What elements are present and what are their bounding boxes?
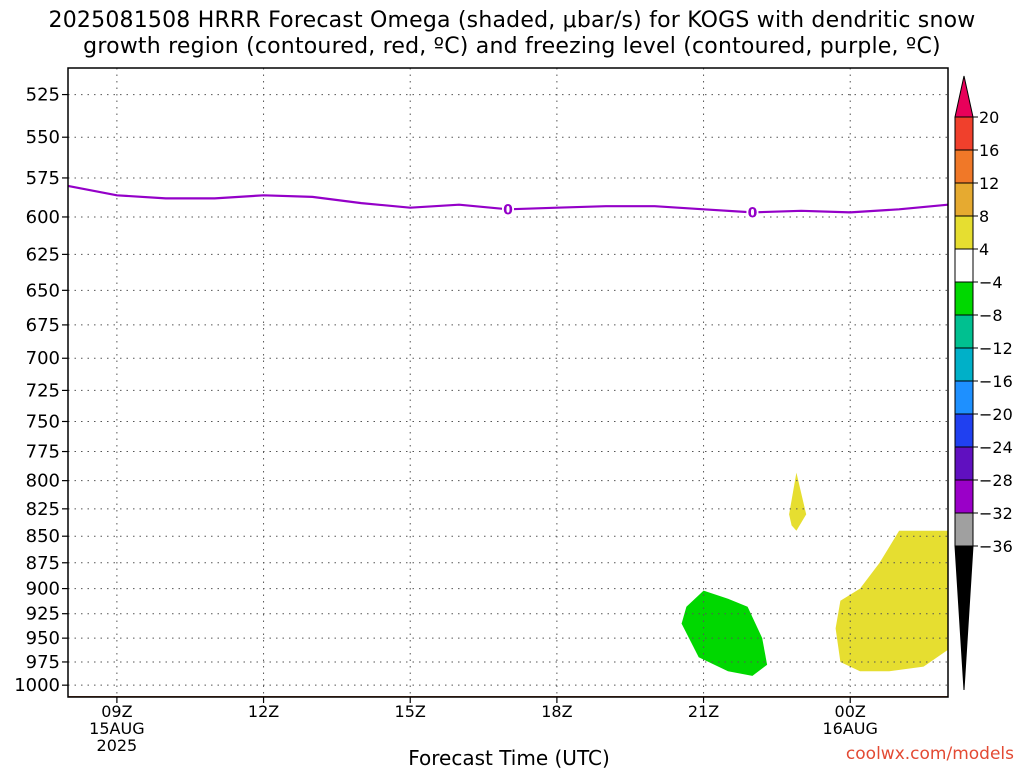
- colorbar-label-5: −4: [979, 273, 1003, 292]
- colorbar-segment-11: [954, 479, 974, 514]
- y-tick-label-700: 700: [26, 348, 60, 369]
- freezing-level-label-0: 0: [503, 202, 513, 218]
- colorbar-segment-7: [954, 347, 974, 382]
- freezing-level-label-1: 0: [748, 205, 758, 221]
- colorbar-label-0: 20: [979, 108, 999, 127]
- freezing-label-bg-0: [502, 201, 514, 218]
- chart-title-line-1: 2025081508 HRRR Forecast Omega (shaded, …: [48, 8, 976, 33]
- colorbar-legend: 20 16 12 8 4 −4 −8 −12 −16 −20 −24 −28 −32 −36: [954, 75, 1013, 691]
- colorbar-segment-0: [954, 116, 974, 151]
- y-tick-label-850: 850: [26, 526, 60, 547]
- y-tick-label-825: 825: [26, 499, 60, 520]
- y-tick-label-675: 675: [26, 315, 60, 336]
- colorbar-label-10: −24: [979, 438, 1013, 457]
- colorbar-segment-1: [954, 149, 974, 184]
- omega-shaded-region-1: [681, 590, 768, 676]
- y-tick-label-725: 725: [26, 380, 60, 401]
- colorbar-segment-12: [954, 512, 974, 547]
- colorbar-segment-5: [954, 281, 974, 316]
- y-tick-label-750: 750: [26, 411, 60, 432]
- colorbar-label-9: −20: [979, 405, 1013, 424]
- x-tick-label-24-1: 16AUG: [823, 719, 878, 738]
- colorbar-segment-3: [954, 215, 974, 250]
- x-tick-label-18-0: 18Z: [541, 702, 572, 721]
- colorbar-top-arrow: [954, 75, 974, 118]
- colorbar-label-6: −8: [979, 306, 1003, 325]
- y-tick-label-800: 800: [26, 471, 60, 492]
- colorbar-segment-4: [954, 248, 974, 283]
- colorbar-label-3: 8: [979, 207, 989, 226]
- colorbar-segment-9: [954, 413, 974, 448]
- colorbar-label-12: −32: [979, 504, 1013, 523]
- x-tick-label-24-0: 00Z: [835, 702, 866, 721]
- y-tick-label-975: 975: [26, 652, 60, 673]
- colorbar-segment-10: [954, 446, 974, 481]
- y-axis: 525 550 575 600 625 650 675 700 725 750 775 800 825 8…: [14, 85, 68, 696]
- y-tick-label-575: 575: [26, 168, 60, 189]
- colorbar-label-13: −36: [979, 537, 1013, 556]
- x-axis-label: Forecast Time (UTC): [408, 746, 610, 768]
- y-tick-label-950: 950: [26, 628, 60, 649]
- colorbar-segment-2: [954, 182, 974, 217]
- colorbar-label-1: 16: [979, 141, 999, 160]
- freezing-label-bg-1: [746, 204, 759, 221]
- y-tick-label-775: 775: [26, 442, 60, 463]
- colorbar-label-7: −12: [979, 339, 1013, 358]
- omega-shaded-region-2: [835, 530, 948, 672]
- plot-frame: [67, 67, 949, 698]
- colorbar-segment-8: [954, 380, 974, 415]
- y-tick-label-600: 600: [26, 207, 60, 228]
- x-tick-label-9-0: 09Z: [101, 702, 132, 721]
- colorbar-label-4: 4: [979, 240, 989, 259]
- colorbar-label-8: −16: [979, 372, 1013, 391]
- y-tick-label-625: 625: [26, 244, 60, 265]
- colorbar-label-2: 12: [979, 174, 999, 193]
- colorbar-label-11: −28: [979, 471, 1013, 490]
- x-tick-label-9-2: 2025: [97, 736, 138, 755]
- colorbar-bottom-arrow: [954, 545, 974, 691]
- credit-link[interactable]: coolwx.com/models: [845, 744, 1014, 764]
- x-tick-label-12-0: 12Z: [248, 702, 279, 721]
- x-tick-label-15-0: 15Z: [395, 702, 426, 721]
- y-tick-label-1000: 1000: [14, 675, 60, 696]
- y-tick-label-900: 900: [26, 579, 60, 600]
- y-tick-label-650: 650: [26, 280, 60, 301]
- y-tick-label-875: 875: [26, 553, 60, 574]
- x-tick-label-21-0: 21Z: [688, 702, 719, 721]
- omega-shaded-region-0: [789, 472, 807, 531]
- colorbar-segment-6: [954, 314, 974, 349]
- y-tick-label-525: 525: [26, 85, 60, 106]
- chart-title-line-2: growth region (contoured, red, ºC) and f…: [83, 34, 941, 59]
- y-tick-label-550: 550: [26, 127, 60, 148]
- x-tick-label-9-1: 15AUG: [89, 719, 144, 738]
- y-tick-label-925: 925: [26, 604, 60, 625]
